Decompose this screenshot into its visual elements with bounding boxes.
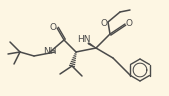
Text: HN: HN: [77, 36, 91, 45]
Text: O: O: [101, 19, 107, 27]
Text: NH: NH: [43, 48, 57, 57]
Text: O: O: [50, 24, 56, 33]
Text: O: O: [126, 19, 132, 29]
